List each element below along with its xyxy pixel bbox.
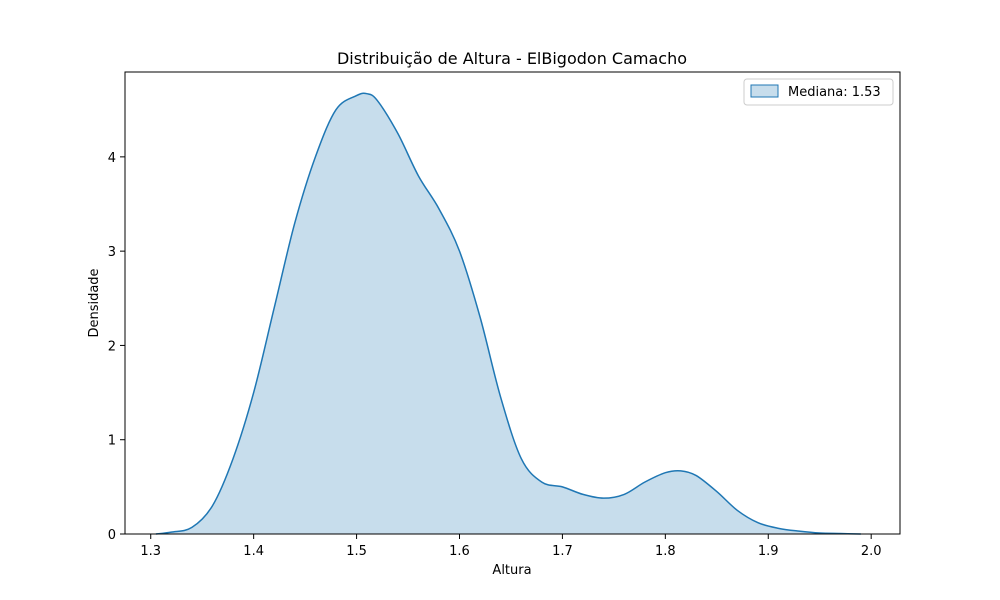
plot-area [155, 92, 861, 535]
density-line-0 [155, 92, 861, 535]
chart-title: Distribuição de Altura - ElBigodon Camac… [337, 49, 687, 68]
legend-box [743, 78, 894, 106]
x-axis-label: Altura [492, 563, 531, 578]
y-tick-label: 3 [108, 245, 116, 260]
x-tick-label: 2.0 [861, 544, 882, 559]
y-tick-label: 4 [108, 151, 116, 166]
x-axis: 1.3 1.4 1.5 1.6 1.7 1.8 1.9 2.0 [140, 534, 882, 559]
x-tick-label: 1.5 [346, 544, 367, 559]
y-tick-label: 0 [108, 528, 116, 543]
legend-label: Mediana: 1.53 [788, 85, 881, 100]
density-area-0 [155, 93, 861, 534]
legend-swatch [750, 84, 779, 98]
x-tick-label: 1.6 [449, 544, 470, 559]
plot-frame [124, 71, 901, 535]
x-tick-label: 1.9 [758, 544, 779, 559]
y-tick-label: 1 [108, 434, 116, 449]
x-tick-label: 1.3 [140, 544, 161, 559]
y-axis: 0 1 2 3 4 [108, 151, 125, 543]
x-tick-label: 1.8 [655, 544, 676, 559]
y-tick-label: 2 [108, 339, 116, 354]
legend: Mediana: 1.53 [743, 78, 894, 106]
y-axis-label: Densidade [87, 268, 102, 337]
x-tick-label: 1.7 [552, 544, 573, 559]
x-tick-label: 1.4 [243, 544, 264, 559]
